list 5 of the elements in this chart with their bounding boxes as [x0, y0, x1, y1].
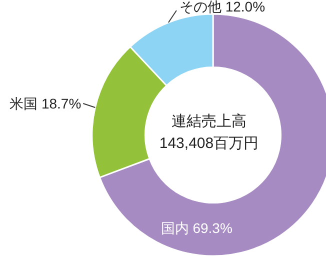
text: 143,408百万円: [159, 135, 259, 152]
slice-label: 国内 69.3%: [160, 220, 232, 236]
slice-label: 米国 18.7%: [10, 95, 82, 112]
slice-label: その他 12.0%: [179, 0, 266, 14]
text: 連結売上高: [172, 113, 246, 130]
